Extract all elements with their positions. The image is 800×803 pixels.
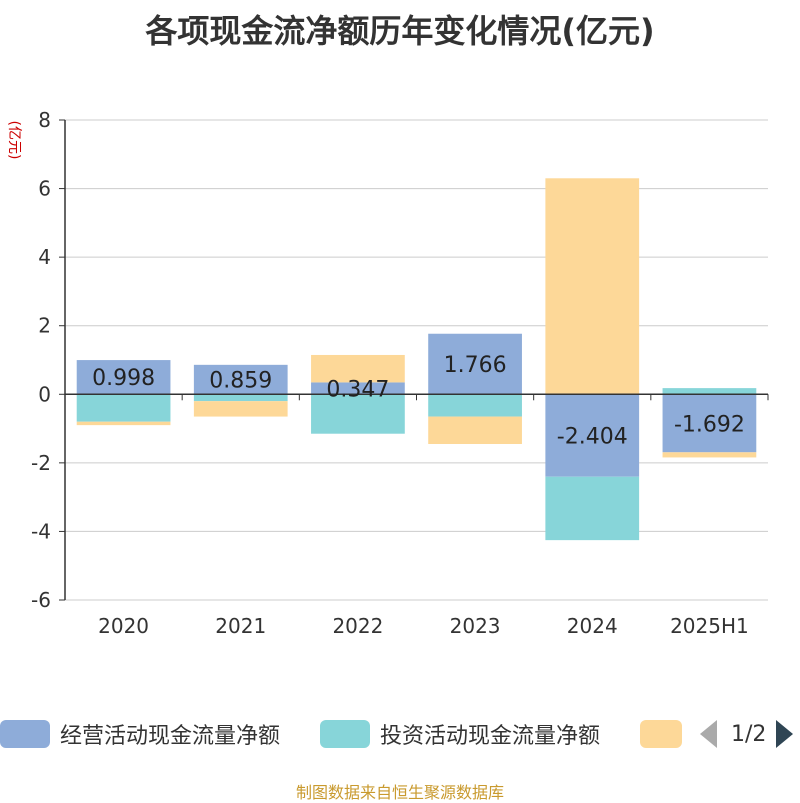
bar-segment[interactable]	[311, 394, 405, 434]
chart-title: 各项现金流净额历年变化情况(亿元)	[145, 12, 655, 50]
legend-item-investing[interactable]: 投资活动现金流量净额	[320, 714, 600, 754]
bar-segment[interactable]	[545, 476, 640, 541]
y-tick-label: -2	[31, 451, 51, 475]
legend-swatch-third	[640, 720, 682, 748]
x-tick-label: 2020	[98, 614, 149, 638]
bar-segment[interactable]	[193, 401, 288, 417]
legend-item-operating[interactable]: 经营活动现金流量净额	[0, 714, 280, 754]
y-tick-label: 0	[38, 382, 51, 406]
bar-segment[interactable]	[662, 394, 757, 453]
legend-pager: 1/2	[700, 714, 794, 754]
y-tick-label: 8	[38, 108, 51, 132]
legend-swatch-operating	[0, 720, 50, 748]
legend-swatch-investing	[320, 720, 370, 748]
data-label: -2.404	[557, 424, 628, 449]
data-source: 制图数据来自恒生聚源数据库	[295, 783, 504, 802]
y-tick-label: -6	[31, 588, 51, 612]
bar-segment[interactable]	[662, 452, 757, 458]
y-tick-label: 4	[38, 245, 51, 269]
bar-segment[interactable]	[76, 394, 171, 422]
bar-segment[interactable]	[545, 394, 640, 477]
bar-segment[interactable]	[311, 354, 405, 383]
grid-lines	[65, 119, 768, 601]
x-tick-label: 2021	[215, 614, 266, 638]
y-tick-label: 6	[38, 177, 51, 201]
x-tick-label: 2024	[567, 614, 618, 638]
y-axis-label: (亿元)	[6, 121, 22, 160]
data-label: -1.692	[674, 412, 745, 437]
y-tick-label: -4	[31, 519, 51, 543]
legend-prev-arrow-icon[interactable]	[700, 720, 717, 748]
bars	[76, 178, 757, 541]
axes: -6 -4 -2 0 2 4 6 8 2020 2021 2022 2023 2024 2025H1	[31, 108, 769, 638]
bar-segment[interactable]	[545, 178, 640, 395]
x-tick-label: 2025H1	[670, 614, 749, 638]
legend-item-third[interactable]	[640, 714, 682, 754]
bar-segment[interactable]	[428, 333, 522, 395]
data-label: 0.347	[326, 377, 389, 402]
bar-segment[interactable]	[428, 394, 522, 417]
bar-segment[interactable]	[311, 382, 405, 395]
x-tick-label: 2023	[450, 614, 501, 638]
bar-segment[interactable]	[428, 416, 522, 444]
data-labels: 0.998 0.859 0.347 1.766 -2.404 -1.692	[92, 353, 745, 449]
legend-next-arrow-icon[interactable]	[776, 720, 794, 748]
bar-segment[interactable]	[76, 421, 171, 426]
data-label: 1.766	[444, 353, 507, 378]
legend-label-operating: 经营活动现金流量净额	[60, 724, 281, 749]
data-label: 0.998	[92, 366, 155, 391]
y-tick-label: 2	[38, 314, 51, 338]
legend: 经营活动现金流量净额 投资活动现金流量净额 1/2	[0, 714, 800, 754]
stacked-bar-chart: -6 -4 -2 0 2 4 6 8 2020 2021 2022 2023 2024 2025H1 0.…	[6, 108, 769, 638]
bar-segment[interactable]	[76, 360, 171, 395]
bar-segment[interactable]	[193, 394, 288, 402]
legend-label-investing: 投资活动现金流量净额	[380, 724, 601, 749]
bar-segment[interactable]	[662, 388, 757, 395]
bar-segment[interactable]	[193, 364, 288, 395]
data-label: 0.859	[209, 369, 272, 394]
legend-page-indicator: 1/2	[731, 721, 767, 747]
x-tick-label: 2022	[332, 614, 383, 638]
